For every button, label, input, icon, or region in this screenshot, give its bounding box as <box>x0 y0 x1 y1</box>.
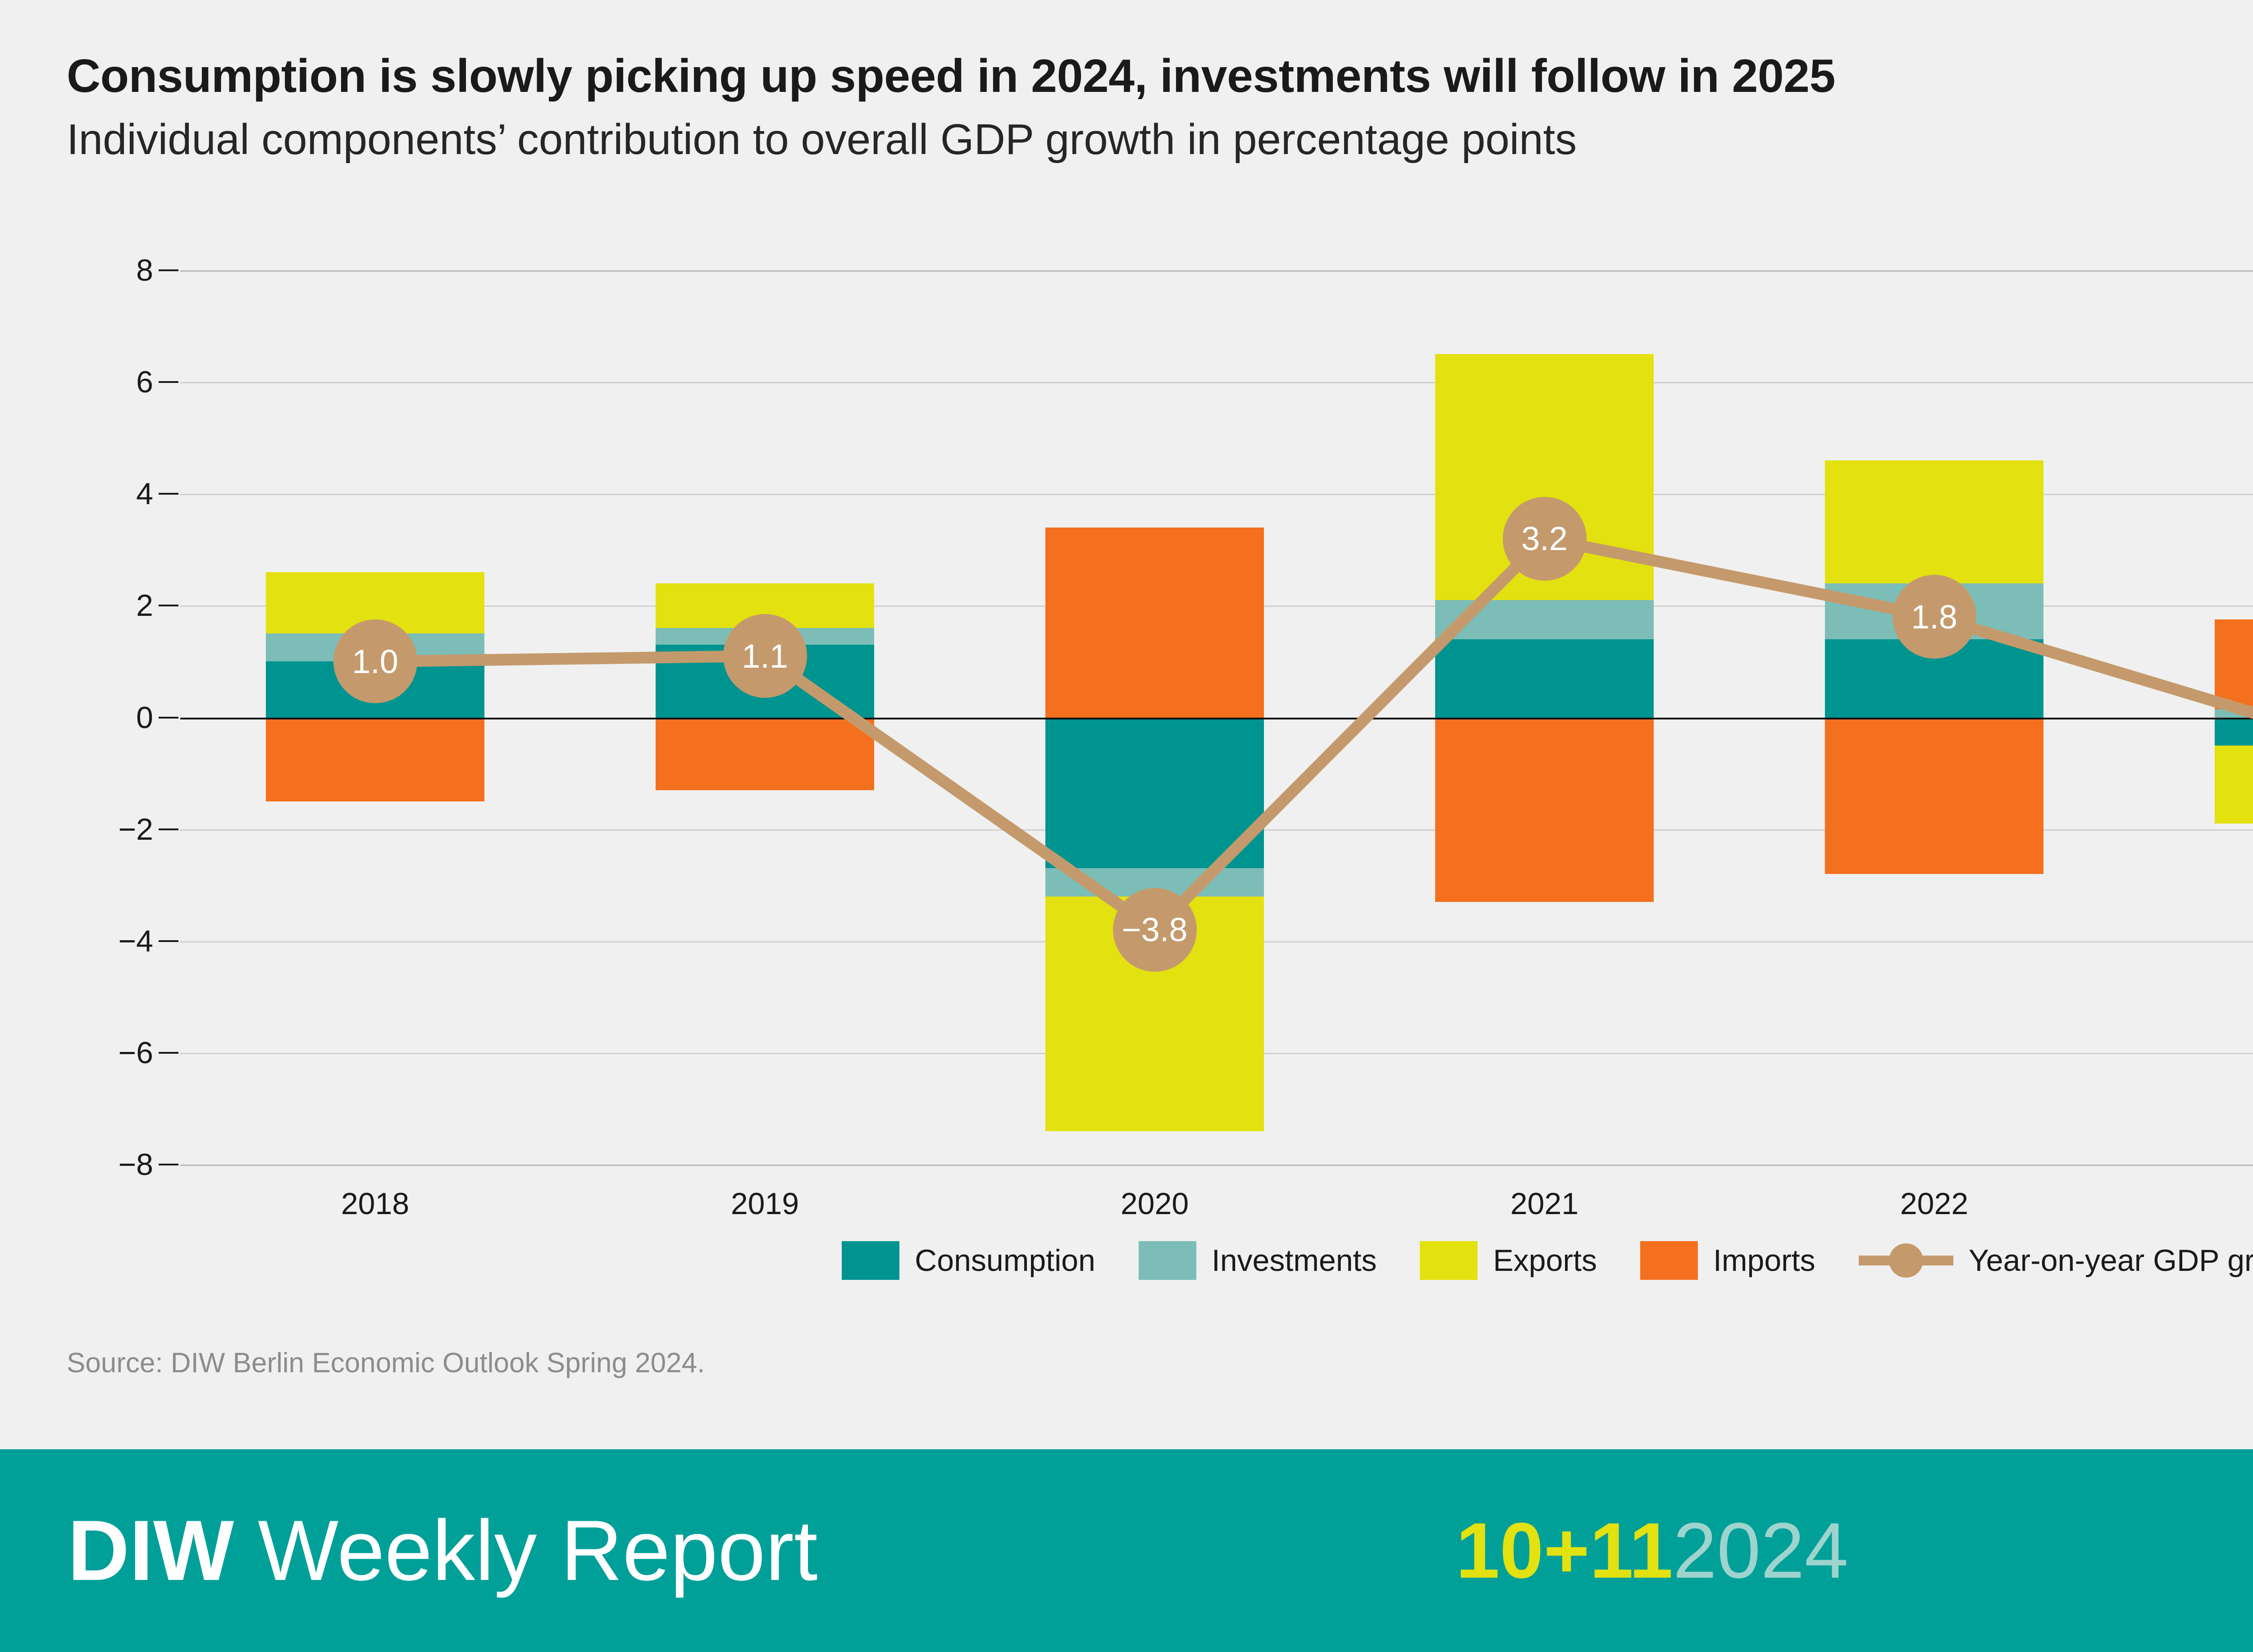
legend-item[interactable]: Investments <box>1138 1241 1377 1280</box>
plot-area: Forecast 1.01.1−3.83.21.8−0.3−0.01.2 <box>180 270 2253 1166</box>
gdp-value-marker: 1.8 <box>1892 575 1976 659</box>
gdp-value-marker: 3.2 <box>1502 496 1587 581</box>
y-axis-tick-label: 4 <box>136 477 153 511</box>
x-axis-tick-label: 2020 <box>1120 1187 1189 1221</box>
legend-label: Year-on-year GDP growth in percent <box>1968 1243 2253 1278</box>
legend-swatch-icon <box>1640 1241 1698 1280</box>
y-axis-tick-mark <box>159 605 178 607</box>
gridline <box>180 494 2253 496</box>
y-axis-tick-label: −2 <box>118 812 153 846</box>
footer-brand: DIW Weekly Report <box>68 1502 818 1600</box>
legend-swatch-icon <box>842 1241 900 1280</box>
footer-brand-rest: Weekly Report <box>234 1503 818 1598</box>
bar-segment-consumption <box>1435 639 1654 718</box>
chart-header: Consumption is slowly picking up speed i… <box>67 50 2253 164</box>
y-axis-tick-label: 8 <box>136 253 153 287</box>
bar-stack <box>2215 270 2253 1165</box>
x-axis-tick-label: 2022 <box>1900 1187 1969 1221</box>
y-axis-tick-label: 2 <box>136 588 153 623</box>
y-axis-tick-mark <box>159 493 178 495</box>
gridline <box>180 717 2253 719</box>
bar-segment-imports <box>656 717 874 790</box>
bar-segment-imports <box>1825 717 2043 874</box>
legend-item[interactable]: Year-on-year GDP growth in percent <box>1858 1241 2253 1280</box>
footer-issue: 10+112024 <box>1456 1506 1848 1596</box>
source-note: Source: DIW Berlin Economic Outlook Spri… <box>67 1347 705 1379</box>
footer-bar: DIW Weekly Report 10+112024 DIW BERLIN <box>0 1449 2253 1652</box>
bar-stack <box>1825 270 2043 1165</box>
bar-segment-exports <box>1825 460 2043 583</box>
footer-issue-year: 2024 <box>1673 1506 1849 1595</box>
legend-item[interactable]: Imports <box>1640 1241 1815 1280</box>
y-axis-tick-label: 0 <box>136 700 153 735</box>
gridline <box>180 382 2253 384</box>
footer-brand-diw: DIW <box>68 1503 234 1598</box>
x-axis-tick-label: 2021 <box>1510 1187 1579 1221</box>
page-title: Consumption is slowly picking up speed i… <box>67 50 1835 102</box>
y-axis-tick-mark <box>159 1164 178 1165</box>
y-axis-tick-label: −6 <box>118 1035 153 1070</box>
bar-segment-consumption <box>2215 717 2253 746</box>
legend-item[interactable]: Exports <box>1420 1241 1597 1280</box>
legend-swatch-icon <box>1420 1241 1478 1280</box>
y-axis-tick-label: −8 <box>118 1147 153 1182</box>
gridline <box>180 1165 2253 1166</box>
legend-item[interactable]: Consumption <box>842 1241 1095 1280</box>
legend-label: Imports <box>1713 1243 1815 1278</box>
gdp-growth-line <box>369 532 2253 936</box>
y-axis-tick-mark <box>159 1051 178 1054</box>
y-axis-tick-label: −4 <box>118 924 153 958</box>
y-axis-tick-label: 6 <box>136 365 153 400</box>
footer-issue-number: 10+11 <box>1455 1506 1673 1595</box>
bar-segment-exports <box>2215 745 2253 824</box>
y-axis-tick-mark <box>159 269 178 271</box>
gdp-value-marker: 1.0 <box>333 619 417 704</box>
legend-line-marker-icon <box>1858 1241 1953 1280</box>
y-axis-tick-mark <box>159 716 178 719</box>
legend-swatch-icon <box>1138 1241 1196 1280</box>
legend-label: Exports <box>1493 1243 1597 1278</box>
chart-legend: Consumption Investments Exports Imports Year… <box>0 1241 2253 1280</box>
gdp-value-marker: −3.8 <box>1113 887 1197 972</box>
chart-container: Forecast 1.01.1−3.83.21.8−0.3−0.01.2 864… <box>0 252 2253 1221</box>
bar-segment-imports <box>2215 619 2253 709</box>
bar-segment-consumption <box>1045 717 1264 869</box>
x-axis-tick-label: 2019 <box>730 1187 799 1221</box>
gridline <box>180 270 2253 272</box>
page-subtitle: Individual components’ contribution to o… <box>67 115 1577 164</box>
y-axis-tick-mark <box>159 940 178 942</box>
source-row: Source: DIW Berlin Economic Outlook Spri… <box>67 1347 2253 1379</box>
y-axis-tick-mark <box>159 381 178 383</box>
bar-segment-imports <box>266 717 484 801</box>
bar-segment-imports <box>1045 527 1264 718</box>
gdp-value-marker: 1.1 <box>723 614 807 698</box>
x-axis-tick-label: 2018 <box>341 1187 410 1221</box>
y-axis-tick-mark <box>159 828 178 830</box>
bar-segment-imports <box>1435 717 1654 902</box>
legend-label: Investments <box>1211 1243 1377 1278</box>
legend-label: Consumption <box>915 1243 1095 1278</box>
